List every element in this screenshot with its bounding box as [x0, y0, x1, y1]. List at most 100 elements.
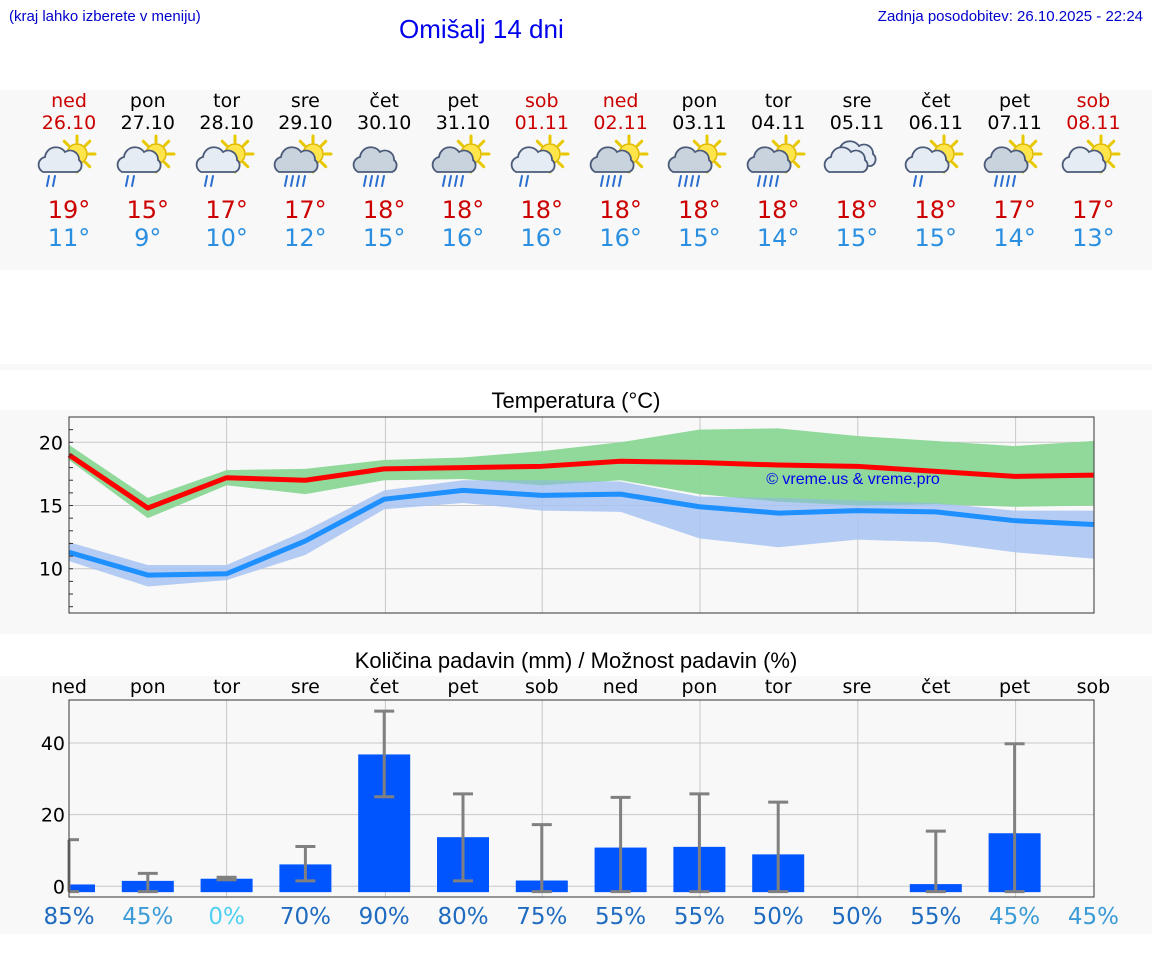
day-name: sob: [525, 90, 559, 112]
precipitation-error-bar: [768, 800, 789, 894]
y-tick-label: 20: [41, 805, 65, 827]
day-name: ned: [51, 90, 87, 112]
precipitation-day-label: sob: [1076, 676, 1111, 698]
max-temperature: 15°: [126, 196, 170, 224]
precipitation-day-label: tor: [764, 676, 792, 698]
sun-cloud-heavy-rain-icon: [746, 134, 806, 187]
day-date: 01.11: [514, 112, 569, 134]
precipitation-day-label: ned: [51, 676, 87, 698]
precipitation-probability: 55%: [910, 904, 962, 930]
precipitation-day-label: tor: [213, 676, 241, 698]
precipitation-day-label: ned: [602, 676, 639, 698]
sun-cloud-heavy-rain-icon: [983, 134, 1043, 187]
max-temperature: 19°: [47, 196, 91, 224]
precipitation-error-bar: [137, 871, 158, 894]
forecast-day: sre 05.11 18° 15°: [817, 90, 897, 252]
precipitation-probability: 70%: [279, 904, 331, 930]
sun-cloud-heavy-rain-icon: [274, 134, 333, 187]
separator-strip: [0, 364, 1152, 370]
day-date: 04.11: [750, 112, 806, 134]
max-temperature: 18°: [441, 196, 485, 224]
precipitation-day-label: sre: [842, 676, 872, 698]
min-temperature: 15°: [362, 224, 406, 252]
min-temperature: 16°: [441, 224, 485, 252]
min-temperature-band: [69, 480, 1094, 587]
forecast-day: tor 28.10 17° 10°: [187, 90, 267, 252]
forecast-day: čet 30.10 18° 15°: [344, 90, 424, 252]
day-date: 26.10: [41, 112, 97, 134]
max-temperature: 17°: [993, 196, 1036, 224]
precipitation-probability: 50%: [831, 904, 883, 930]
day-date: 28.10: [199, 112, 254, 134]
day-date: 06.11: [908, 112, 963, 134]
temperature-chart: 10 15 20 © vreme.us & vreme.pro: [39, 416, 1095, 614]
precipitation-bar: [69, 884, 95, 893]
max-temperature: 18°: [678, 196, 721, 224]
sun-cloud-icon: [1062, 134, 1121, 174]
precipitation-bar: [200, 878, 253, 893]
forecast-day: pet 31.10 18° 16°: [423, 90, 503, 252]
day-name: pon: [129, 90, 166, 112]
forecast-strip: [0, 90, 1152, 270]
cloud-icon: [823, 140, 877, 173]
day-date: 31.10: [435, 112, 491, 134]
sun-cloud-rain-icon: [116, 134, 176, 187]
day-date: 03.11: [672, 112, 727, 134]
min-temperature: 9°: [134, 224, 162, 252]
sun-cloud-rain-icon: [37, 134, 97, 187]
page-title: Omišalj 14 dni: [399, 14, 564, 44]
forecast-day: pet 07.11 17° 14°: [975, 90, 1055, 252]
min-temperature: 15°: [914, 224, 958, 252]
precipitation-day-label: sob: [525, 676, 559, 698]
precipitation-error-bar: [610, 795, 631, 894]
precipitation-probability: 45%: [989, 904, 1041, 930]
watermark: © vreme.us & vreme.pro: [766, 471, 940, 488]
forecast-day: pon 03.11 18° 15°: [659, 90, 739, 252]
plot-frame: [68, 416, 1095, 614]
y-tick-label: 40: [41, 733, 65, 755]
day-name: tor: [764, 90, 792, 112]
day-name: sre: [842, 90, 872, 112]
y-tick-label: 15: [39, 496, 63, 518]
precipitation-probability: 55%: [673, 904, 725, 930]
precipitation-chart: 0 20 40: [41, 699, 1095, 898]
min-temperature: 14°: [756, 224, 800, 252]
day-name: tor: [213, 90, 241, 112]
max-temperature: 18°: [599, 196, 642, 224]
max-temperature-band: [69, 428, 1094, 519]
day-date: 27.10: [120, 112, 175, 134]
precipitation-probability: 55%: [595, 904, 647, 930]
precipitation-probability: 80%: [437, 904, 489, 930]
y-tick-label: 0: [53, 876, 65, 898]
precipitation-probability: 45%: [1067, 904, 1119, 930]
band-overlap: [69, 428, 1094, 519]
precipitation-day-label: pet: [998, 676, 1031, 698]
max-temperature: 18°: [756, 196, 800, 224]
forecast-day: pon 27.10 15° 9°: [108, 90, 188, 252]
max-temperature: 18°: [914, 196, 958, 224]
max-temperature: 18°: [835, 196, 879, 224]
precipitation-error-bar: [295, 844, 316, 883]
day-date: 07.11: [987, 112, 1042, 134]
precipitation-probability: 0%: [208, 904, 245, 930]
sun-cloud-heavy-rain-icon: [589, 134, 649, 187]
min-temperature: 16°: [520, 224, 564, 252]
last-update-timestamp: Zadnja posodobitev: 26.10.2025 - 22:24: [877, 8, 1143, 25]
min-temperature: 15°: [678, 224, 721, 252]
temperature-chart-title: Temperatura (°C): [491, 388, 661, 413]
min-temperature: 14°: [993, 224, 1036, 252]
sun-cloud-heavy-rain-icon: [431, 134, 491, 187]
max-temperature: 17°: [205, 196, 248, 224]
day-date: 05.11: [829, 112, 885, 134]
sun-cloud-rain-icon: [904, 134, 964, 187]
y-tick-label: 20: [39, 432, 63, 454]
sun-cloud-rain-icon: [510, 134, 570, 187]
forecast-day: tor 04.11 18° 14°: [738, 90, 818, 252]
day-name: sre: [290, 90, 320, 112]
min-temperature: 16°: [599, 224, 642, 252]
day-date: 30.10: [356, 112, 412, 134]
precipitation-error-bar: [216, 875, 237, 882]
precipitation-error-bar: [689, 792, 710, 894]
forecast-day: sre 29.10 17° 12°: [265, 90, 345, 252]
forecast-day: ned 26.10 19° 11°: [29, 90, 109, 252]
